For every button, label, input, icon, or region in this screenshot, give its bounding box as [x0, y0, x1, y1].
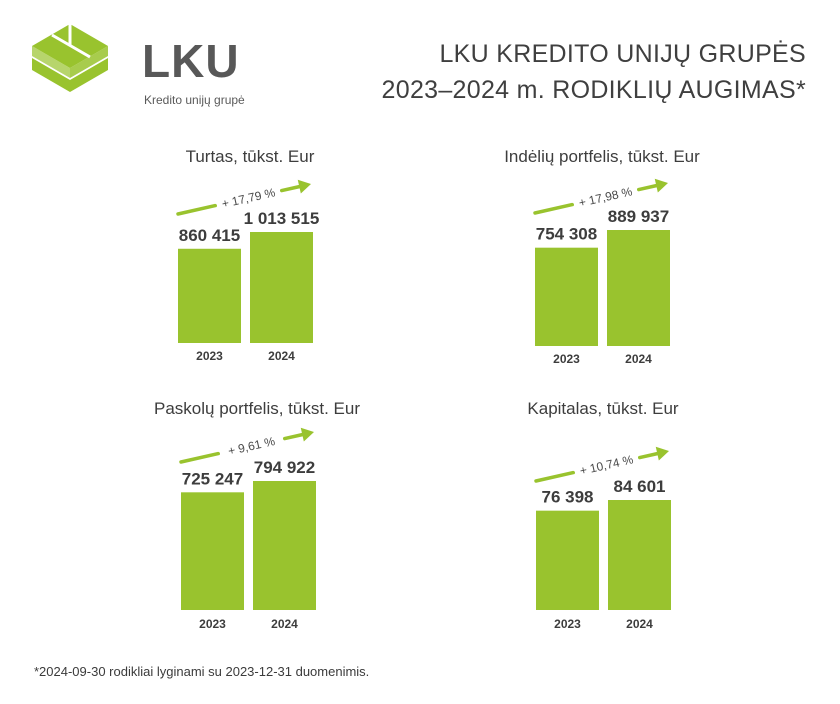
growth-arrow-tail [179, 451, 220, 464]
bar-2024 [250, 232, 313, 343]
growth-arrow-line [637, 451, 660, 460]
growth-arrow-tail [176, 203, 217, 216]
category-label: 2023 [553, 352, 580, 366]
bar-2024 [608, 500, 671, 610]
bar-value-label: 860 415 [179, 226, 240, 245]
category-label: 2024 [626, 617, 653, 631]
chart-title: Turtas, tūkst. Eur [186, 147, 315, 166]
brand-tagline: Kredito unijų grupė [144, 93, 245, 107]
growth-arrow-head-icon [655, 446, 669, 461]
growth-percent-label: + 10,74 % [578, 452, 634, 478]
bar-value-label: 1 013 515 [244, 209, 320, 228]
category-label: 2023 [199, 617, 226, 631]
category-label: 2024 [271, 617, 298, 631]
growth-percent-label: + 9,61 % [227, 434, 277, 458]
bar-2024 [607, 230, 670, 346]
category-label: 2024 [268, 349, 295, 363]
page-title-line-1: LKU KREDITO UNIJŲ GRUPĖS [439, 40, 806, 68]
page-title: LKU KREDITO UNIJŲ GRUPĖS 2023–2024 m. RO… [382, 36, 806, 108]
footnote: *2024-09-30 rodikliai lyginami su 2023-1… [34, 664, 370, 679]
category-label: 2023 [196, 349, 223, 363]
brand-logo: LKU Kredito unijų grupė [30, 12, 270, 107]
chart-title: Indėlių portfelis, tūkst. Eur [504, 147, 700, 166]
growth-arrow-tail [533, 202, 574, 215]
growth-arrow-head-icon [297, 179, 311, 194]
category-label: 2024 [625, 352, 652, 366]
logo-mark-icon [32, 24, 108, 92]
category-label: 2023 [554, 617, 581, 631]
bar-2024 [253, 481, 316, 610]
bar-2023 [181, 492, 244, 610]
brand-name: LKU [142, 35, 240, 87]
page-title-line-2: 2023–2024 m. RODIKLIŲ AUGIMAS* [381, 76, 806, 104]
bar-2023 [535, 247, 598, 346]
bar-2023 [178, 248, 241, 343]
chart-title: Paskolų portfelis, tūkst. Eur [154, 399, 360, 418]
chart-title: Kapitalas, tūkst. Eur [527, 399, 679, 418]
growth-arrow-line [636, 183, 659, 192]
bar-value-label: 754 308 [536, 225, 597, 244]
bar-2023 [536, 510, 599, 610]
bar-value-label: 794 922 [254, 458, 315, 477]
bar-value-label: 889 937 [608, 207, 669, 226]
growth-arrow-line [282, 432, 305, 441]
growth-percent-label: + 17,79 % [220, 185, 276, 211]
bar-value-label: 76 398 [542, 488, 594, 507]
bar-value-label: 84 601 [614, 477, 666, 496]
bar-value-label: 725 247 [182, 469, 243, 488]
growth-arrow-line [279, 184, 302, 193]
growth-arrow-head-icon [300, 427, 314, 442]
growth-arrow-tail [534, 470, 575, 483]
growth-arrow-head-icon [654, 178, 668, 193]
